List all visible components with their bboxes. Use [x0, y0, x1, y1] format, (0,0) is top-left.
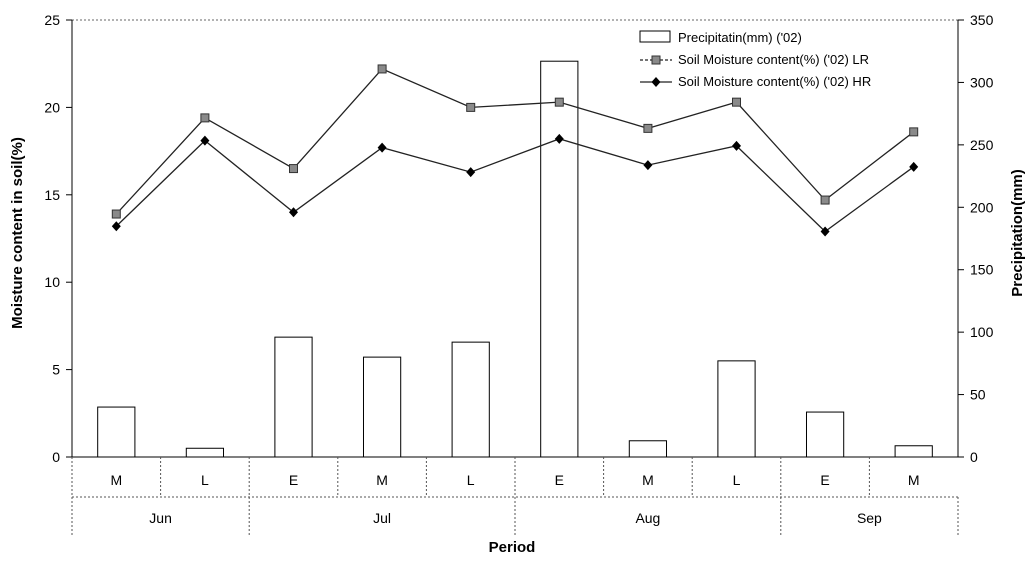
hr-point — [554, 133, 564, 144]
category-label: L — [733, 472, 741, 488]
lr-point — [200, 113, 210, 123]
category-label: E — [555, 472, 564, 488]
precipitation-bars — [97, 60, 933, 458]
hr-point — [732, 140, 741, 151]
month-label: Jun — [149, 510, 172, 526]
right-tick-label: 150 — [970, 262, 994, 278]
precipitation-bar — [805, 411, 845, 458]
legend-entry-label: Soil Moisture content(%) ('02) LR — [678, 52, 869, 67]
lr-point — [111, 209, 121, 219]
month-label: Aug — [635, 510, 660, 526]
precipitation-bar — [185, 447, 225, 458]
left-tick-label: 20 — [44, 99, 60, 115]
left-tick-label: 25 — [44, 12, 60, 28]
legend-bar-swatch — [639, 30, 671, 43]
y2-axis-title: Precipitation(mm) — [1009, 169, 1026, 297]
left-tick-label: 10 — [44, 274, 60, 290]
hr-point — [820, 226, 830, 237]
legend-entry-label: Soil Moisture content(%) ('02) HR — [678, 74, 871, 89]
left-tick-label: 0 — [52, 449, 60, 465]
series-line — [115, 68, 915, 215]
lr-point — [466, 102, 476, 112]
left-tick-label: 15 — [44, 187, 60, 203]
category-label: M — [908, 472, 920, 488]
precipitation-bar — [540, 60, 579, 458]
right-tick-label: 0 — [970, 449, 978, 465]
precipitation-bar — [97, 406, 136, 458]
hr-point — [289, 207, 298, 218]
x-axis-title: Period — [489, 539, 536, 556]
hr-point — [377, 142, 387, 153]
precipitation-bar — [362, 356, 402, 458]
lr-point — [820, 195, 830, 205]
precipitation-bar — [894, 445, 933, 458]
y-axis-title: Moisture content in soil(%) — [9, 137, 26, 329]
right-tick-label: 300 — [970, 74, 994, 90]
lr-point — [732, 97, 741, 107]
lr-point — [909, 127, 919, 137]
category-label: L — [467, 472, 475, 488]
right-tick-label: 100 — [970, 324, 994, 340]
legend-square-marker — [651, 55, 661, 65]
lr-point — [377, 64, 387, 74]
lr-point — [289, 164, 298, 174]
hr-point — [643, 160, 653, 171]
right-tick-label: 200 — [970, 199, 994, 215]
precipitation-bar — [628, 440, 668, 458]
precipitation-bar — [451, 341, 490, 458]
category-label: M — [376, 472, 388, 488]
lr-point — [554, 97, 564, 107]
right-tick-label: 250 — [970, 137, 994, 153]
category-label: M — [642, 472, 654, 488]
hr-point — [909, 161, 919, 172]
category-label: L — [201, 472, 209, 488]
hr-point — [111, 221, 121, 232]
legend: Precipitatin(mm) ('02) Soil Moisture cont… — [639, 30, 871, 89]
lr-point — [643, 123, 653, 133]
moisture-lines — [111, 64, 919, 237]
left-axis: 0 5 10 15 20 25 — [44, 12, 73, 465]
right-tick-label: 350 — [970, 12, 994, 28]
category-label: E — [820, 472, 829, 488]
left-tick-label: 5 — [52, 362, 60, 378]
month-label: Sep — [857, 510, 882, 526]
x-axis: M L E M L E M L E M Jun Jul Aug Sep — [71, 456, 959, 537]
month-label: Jul — [373, 510, 391, 526]
category-label: E — [289, 472, 298, 488]
precipitation-bar — [717, 360, 756, 458]
hr-point — [466, 167, 476, 178]
right-tick-label: 50 — [970, 387, 986, 403]
precipitation-bar — [274, 336, 313, 458]
legend-diamond-marker — [651, 77, 661, 87]
series-line — [115, 138, 915, 233]
right-axis: 0 50 100 150 200 250 300 350 — [957, 12, 994, 465]
legend-entry-label: Precipitatin(mm) ('02) — [678, 30, 802, 45]
category-label: M — [110, 472, 122, 488]
hr-point — [200, 135, 210, 146]
